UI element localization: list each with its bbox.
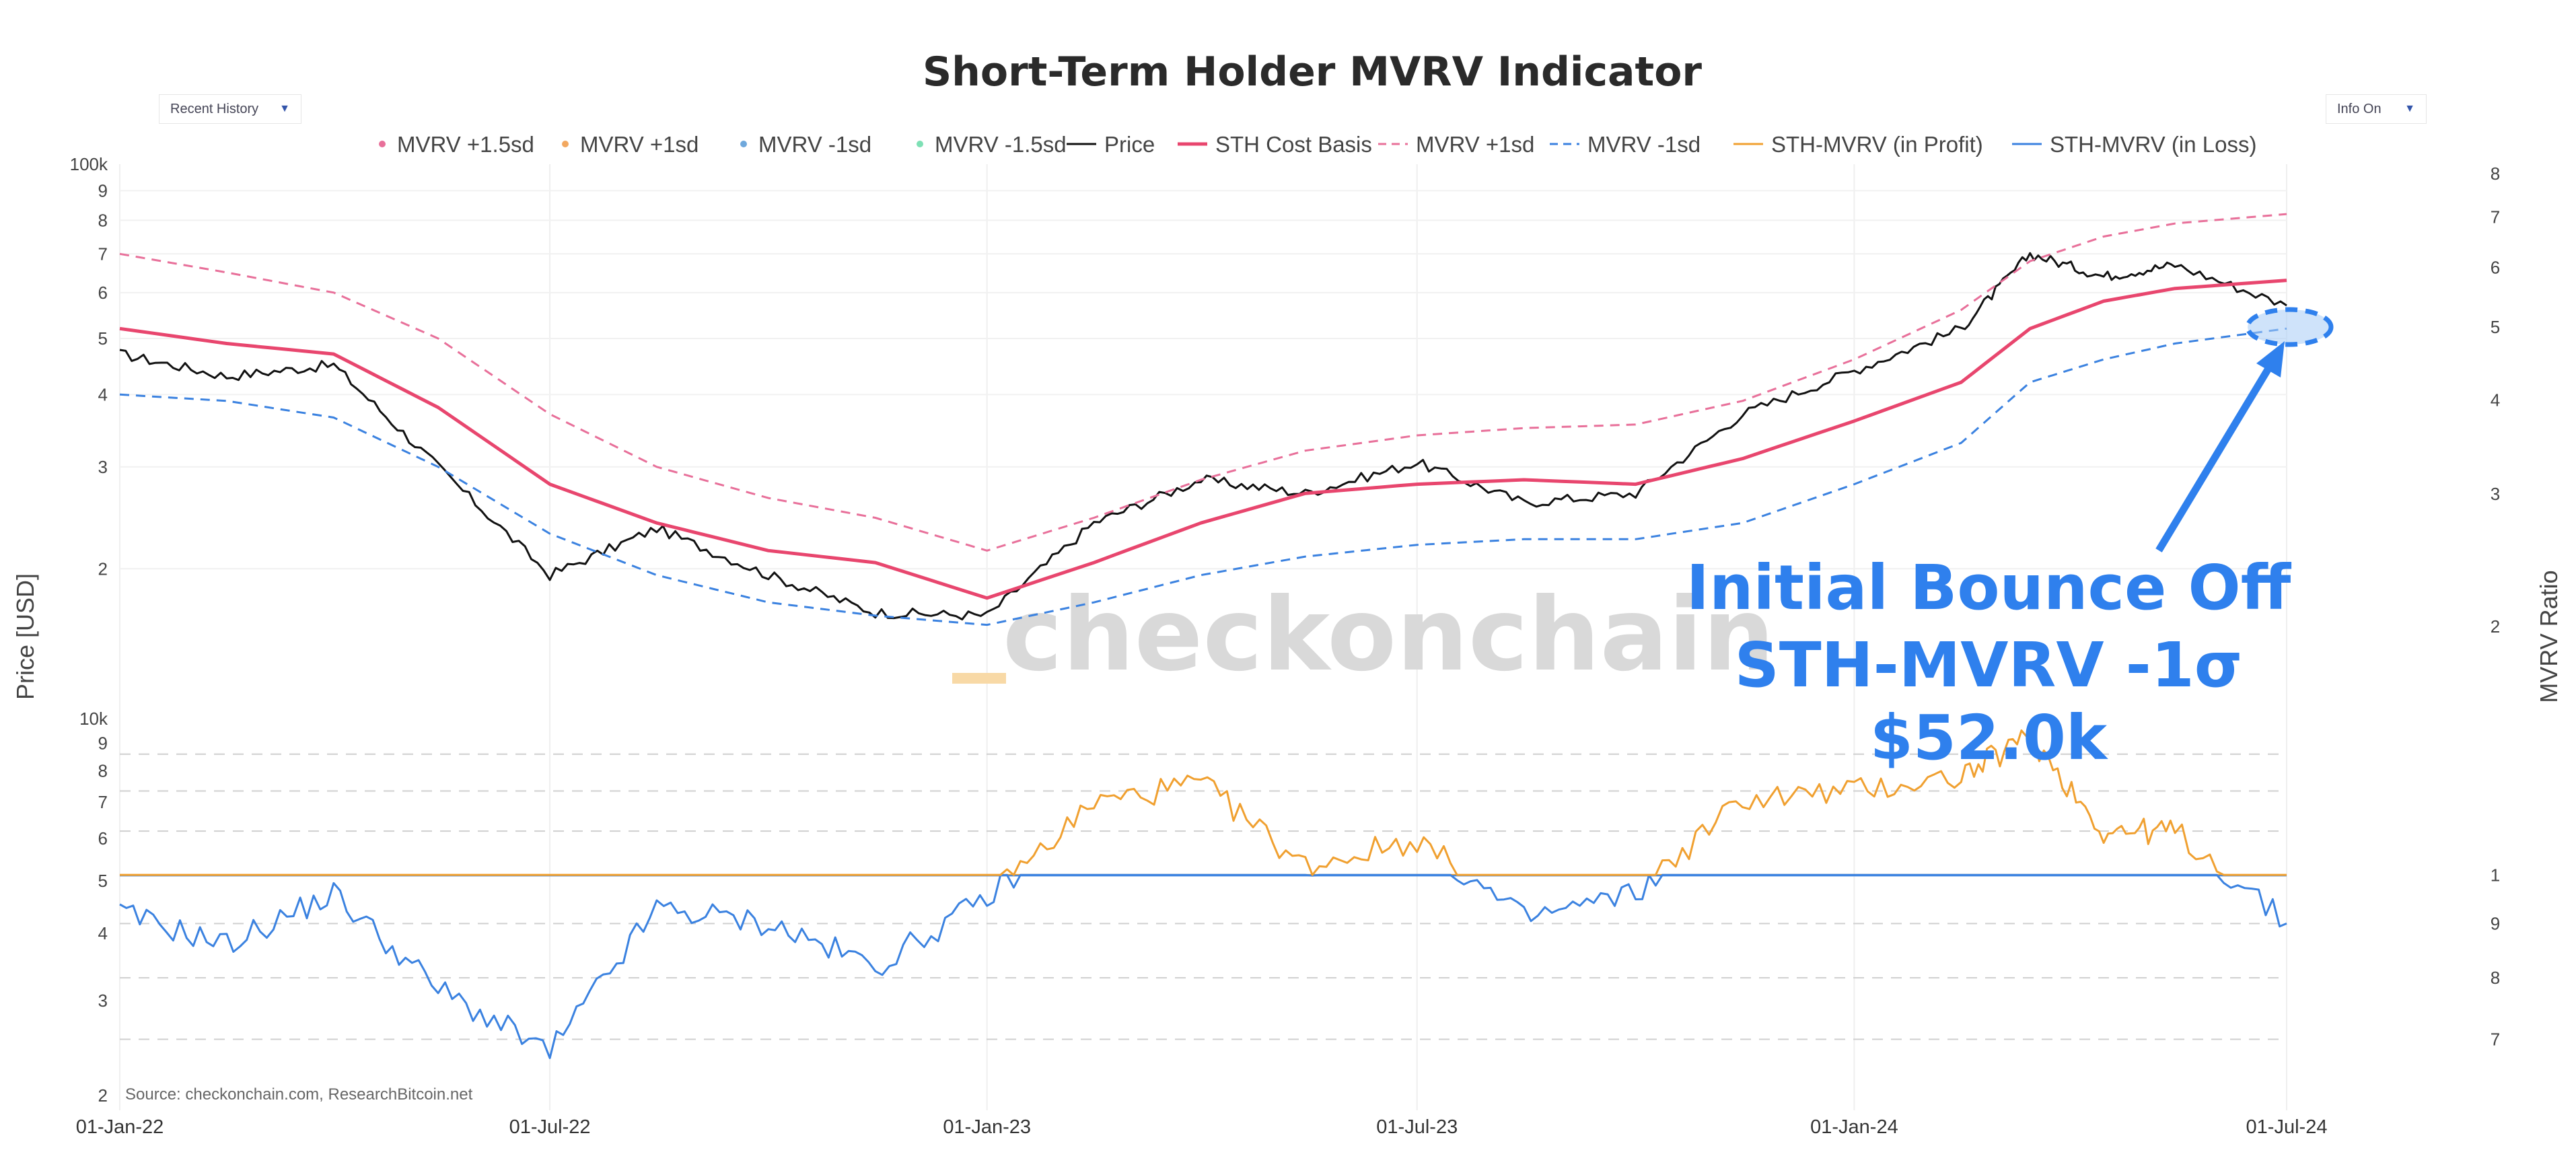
legend-label: STH Cost Basis [1215, 132, 1372, 157]
bottom-left-tick: 4 [98, 923, 108, 943]
legend: MVRV +1.5sd MVRV +1sd MVRV -1sd MVRV -1.5sd… [379, 132, 2256, 157]
legend-marker-dot [917, 141, 923, 147]
x-tick-01-jan-23: 01-Jan-23 [943, 1116, 1031, 1138]
top-panel-series [119, 213, 2287, 626]
legend-label: Price [1104, 132, 1155, 157]
top-right-tick: 4 [2491, 390, 2500, 410]
legend-item-mvrv-1-5sd-3: MVRV -1.5sd [917, 132, 1067, 157]
x-tick-01-jul-23: 01-Jul-23 [1376, 1116, 1458, 1138]
watermark-text: checkonchain [1003, 577, 1775, 694]
top-right-tick: 6 [2491, 258, 2500, 278]
y-axis-ticks: 100k 9 8 7 6 5 4 3 2 10k 9 8 7 6 5 4 3 2 8 7 6 5 4 3 2 1 9 8 7 [70, 154, 2501, 1106]
bottom-right-tick: 8 [2491, 968, 2500, 988]
right-axis-title: MVRV Ratio [2535, 570, 2563, 703]
top-left-tick: 5 [98, 328, 108, 349]
legend-label: STH-MVRV (in Loss) [2050, 132, 2256, 157]
annotation-line1: Initial Bounce Off [1686, 552, 2292, 624]
x-tick-01-jan-24: 01-Jan-24 [1810, 1116, 1898, 1138]
top-left-tick: 7 [98, 244, 108, 264]
legend-label: MVRV +1sd [580, 132, 699, 157]
legend-label: MVRV +1.5sd [397, 132, 534, 157]
x-tick-01-jan-22: 01-Jan-22 [76, 1116, 164, 1138]
top-right-tick: 2 [2491, 616, 2500, 637]
x-axis-ticks: 01-Jan-22 01-Jul-22 01-Jan-23 01-Jul-23 01-J… [76, 1116, 2328, 1138]
annotation-arrow [2155, 359, 2277, 552]
top-right-tick: 7 [2491, 207, 2500, 227]
legend-label: STH-MVRV (in Profit) [1771, 132, 1983, 157]
legend-item-mvrv-1sd-1: MVRV +1sd [562, 132, 699, 157]
bounce-highlight [2245, 307, 2334, 347]
top-left-tick: 6 [98, 283, 108, 303]
chart-title: Short-Term Holder MVRV Indicator [923, 48, 1702, 96]
bottom-right-tick: 9 [2491, 913, 2500, 933]
bottom-left-tick: 7 [98, 792, 108, 812]
legend-marker-dot [740, 141, 747, 147]
history-dropdown-label: Recent History [170, 101, 259, 116]
top-right-tick: 5 [2491, 317, 2500, 337]
legend-item-sth-mvrv-in-profit-8: STH-MVRV (in Profit) [1733, 132, 1983, 157]
legend-item-sth-cost-basis-5: STH Cost Basis [1178, 132, 1372, 157]
bottom-right-tick: 1 [2491, 865, 2500, 885]
bottom-left-tick: 5 [98, 871, 108, 891]
series-sth-mvrv-loss-line [119, 873, 2287, 1059]
x-tick-01-jul-22: 01-Jul-22 [509, 1116, 591, 1138]
chevron-down-icon: ▼ [279, 103, 290, 114]
bottom-left-tick: 2 [98, 1085, 108, 1106]
top-left-tick: 4 [98, 384, 108, 404]
legend-item-mvrv-1-5sd-0: MVRV +1.5sd [379, 132, 534, 157]
annotation-line3: $52.0k [1870, 702, 2108, 774]
legend-item-mvrv-1sd-6: MVRV +1sd [1378, 132, 1534, 157]
legend-label: MVRV -1.5sd [935, 132, 1067, 157]
annotation-arrowhead [2256, 341, 2285, 377]
bottom-left-tick: 8 [98, 761, 108, 781]
top-right-tick: 3 [2491, 484, 2500, 504]
history-dropdown[interactable]: Recent History ▼ [159, 94, 301, 124]
bottom-left-tick: 3 [98, 991, 108, 1011]
watermark-underscore [952, 673, 1006, 684]
bottom-left-tick: 6 [98, 828, 108, 849]
bottom-left-tick: 9 [98, 733, 108, 754]
top-left-tick: 2 [98, 559, 108, 579]
top-right-tick: 8 [2491, 164, 2500, 184]
bottom-panel-series [119, 729, 2287, 1059]
series-sth-cost-basis-line [119, 279, 2287, 600]
top-left-tick: 100k [70, 154, 108, 174]
top-grid [119, 164, 2287, 1110]
legend-item-sth-mvrv-in-loss-9: STH-MVRV (in Loss) [2012, 132, 2256, 157]
bottom-left-tick: 10k [79, 709, 108, 729]
info-dropdown-label: Info On [2337, 101, 2382, 116]
x-tick-01-jul-24: 01-Jul-24 [2246, 1116, 2328, 1138]
bottom-grid [120, 753, 2287, 1040]
bottom-right-tick: 7 [2491, 1029, 2500, 1049]
series-mvrv-1sd-line [119, 327, 2287, 626]
series-sth-mvrv-profit-line [120, 729, 2287, 876]
info-dropdown[interactable]: Info On ▼ [2326, 94, 2427, 124]
legend-item-mvrv-1sd-2: MVRV -1sd [740, 132, 871, 157]
source-note: Source: checkonchain.com, ResearchBitcoi… [125, 1085, 473, 1104]
legend-item-price-4: Price [1067, 132, 1155, 157]
series-price-line [119, 252, 2287, 621]
top-left-tick: 8 [98, 210, 108, 230]
top-left-tick: 9 [98, 180, 108, 201]
legend-label: MVRV -1sd [758, 132, 871, 157]
legend-marker-dot [562, 141, 569, 147]
left-axis-title: Price [USD] [11, 573, 39, 700]
chevron-down-icon: ▼ [2404, 103, 2415, 114]
legend-label: MVRV -1sd [1587, 132, 1701, 157]
legend-marker-dot [379, 141, 386, 147]
legend-label: MVRV +1sd [1416, 132, 1534, 157]
legend-item-mvrv-1sd-7: MVRV -1sd [1550, 132, 1701, 157]
top-left-tick: 3 [98, 457, 108, 477]
annotation-line2: STH-MVRV -1σ [1735, 629, 2243, 701]
